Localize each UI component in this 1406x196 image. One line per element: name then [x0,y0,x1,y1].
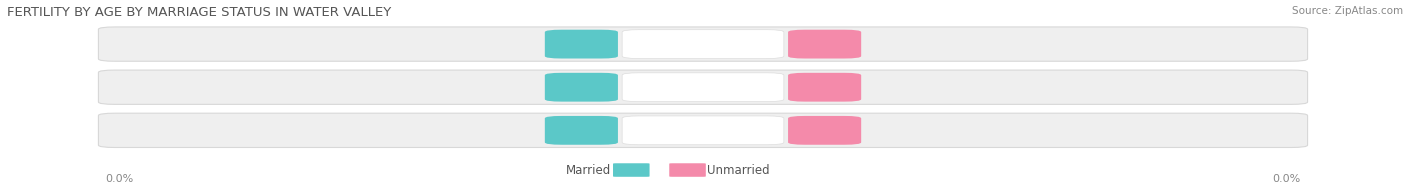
Text: 15 to 19 years: 15 to 19 years [661,38,745,51]
Text: 0.0%: 0.0% [567,39,596,49]
Text: 20 to 34 years: 20 to 34 years [661,81,745,94]
Text: 35 to 50 years: 35 to 50 years [661,124,745,137]
Text: 0.0%: 0.0% [1272,174,1301,184]
Text: Unmarried: Unmarried [707,163,770,177]
Text: Married: Married [567,163,612,177]
Text: 0.0%: 0.0% [105,174,134,184]
Text: 0.0%: 0.0% [810,82,839,92]
Text: 0.0%: 0.0% [567,82,596,92]
Text: FERTILITY BY AGE BY MARRIAGE STATUS IN WATER VALLEY: FERTILITY BY AGE BY MARRIAGE STATUS IN W… [7,6,391,19]
Text: 0.0%: 0.0% [810,39,839,49]
Text: 0.0%: 0.0% [567,125,596,135]
Text: Source: ZipAtlas.com: Source: ZipAtlas.com [1292,6,1403,16]
Text: 0.0%: 0.0% [810,125,839,135]
